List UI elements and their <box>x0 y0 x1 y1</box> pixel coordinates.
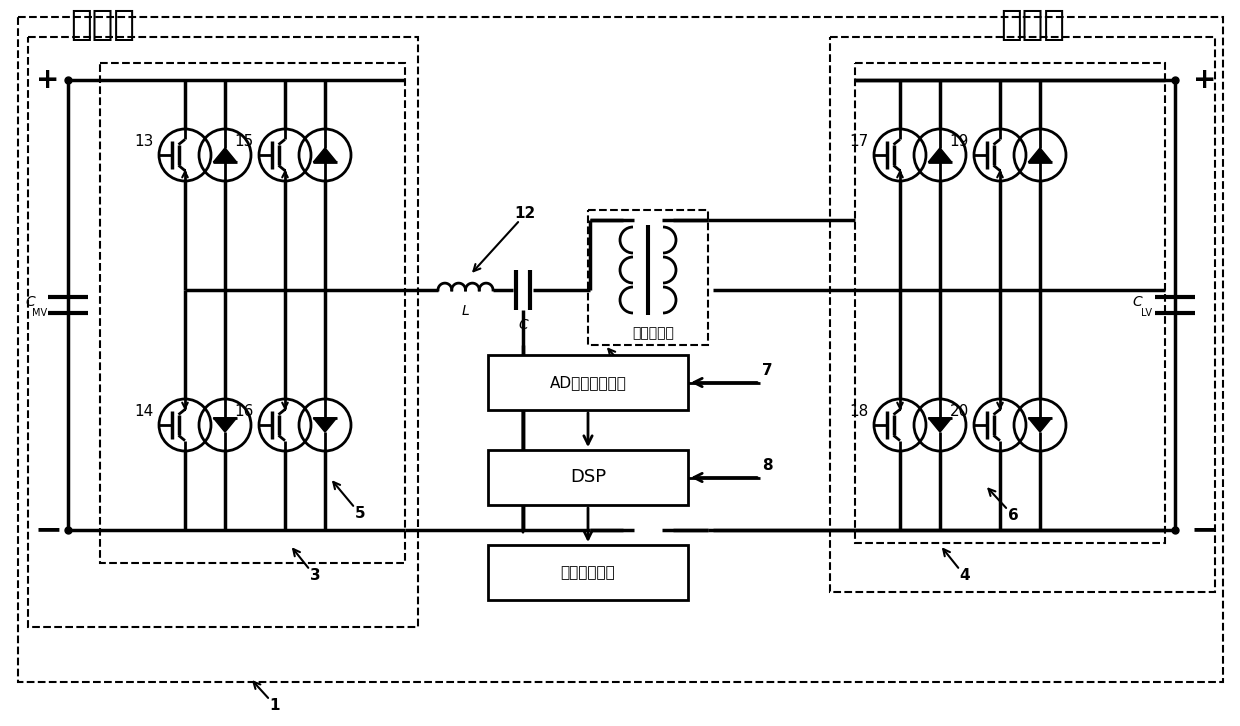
Text: 中频变压器: 中频变压器 <box>632 326 673 340</box>
Text: 20: 20 <box>950 404 968 419</box>
Text: −: − <box>33 513 62 547</box>
Polygon shape <box>1028 418 1052 432</box>
Text: 中压侧: 中压侧 <box>69 8 135 42</box>
Text: 3: 3 <box>310 568 320 584</box>
Text: L: L <box>461 304 470 318</box>
Bar <box>100 63 405 563</box>
Text: 17: 17 <box>849 134 869 149</box>
Text: 低压侧: 低压侧 <box>999 8 1065 42</box>
Text: DSP: DSP <box>570 468 606 486</box>
Polygon shape <box>929 418 952 432</box>
Text: 19: 19 <box>950 134 968 149</box>
Text: AD过零检测电路: AD过零检测电路 <box>549 375 626 390</box>
Text: 1: 1 <box>270 698 280 714</box>
Text: +: + <box>1193 66 1216 94</box>
Text: 5: 5 <box>355 507 366 521</box>
Text: 12: 12 <box>515 205 536 221</box>
Polygon shape <box>213 148 237 162</box>
Bar <box>29 37 418 627</box>
Text: 16: 16 <box>234 404 254 419</box>
Text: 14: 14 <box>135 404 154 419</box>
Text: +: + <box>36 66 60 94</box>
Text: 2: 2 <box>632 378 644 393</box>
Text: C: C <box>25 295 35 309</box>
Polygon shape <box>314 418 337 432</box>
Polygon shape <box>1028 148 1052 162</box>
Text: −: − <box>1190 513 1219 547</box>
Text: 调节驱动信号: 调节驱动信号 <box>560 565 615 580</box>
Bar <box>830 37 1215 592</box>
Polygon shape <box>929 148 952 162</box>
Text: 6: 6 <box>1008 508 1018 523</box>
Text: 15: 15 <box>234 134 254 149</box>
Bar <box>588 210 708 345</box>
Bar <box>856 63 1166 543</box>
Text: 8: 8 <box>761 458 773 473</box>
Text: C: C <box>1132 295 1142 309</box>
Text: 7: 7 <box>761 363 773 378</box>
Bar <box>489 355 688 410</box>
Polygon shape <box>314 148 337 162</box>
Text: MV: MV <box>32 308 47 318</box>
Polygon shape <box>213 418 237 432</box>
Text: 13: 13 <box>135 134 154 149</box>
Text: C: C <box>518 318 528 332</box>
Bar <box>489 545 688 600</box>
Text: 4: 4 <box>960 568 971 584</box>
Text: 18: 18 <box>849 404 869 419</box>
Bar <box>489 450 688 505</box>
Text: LV: LV <box>1142 308 1152 318</box>
